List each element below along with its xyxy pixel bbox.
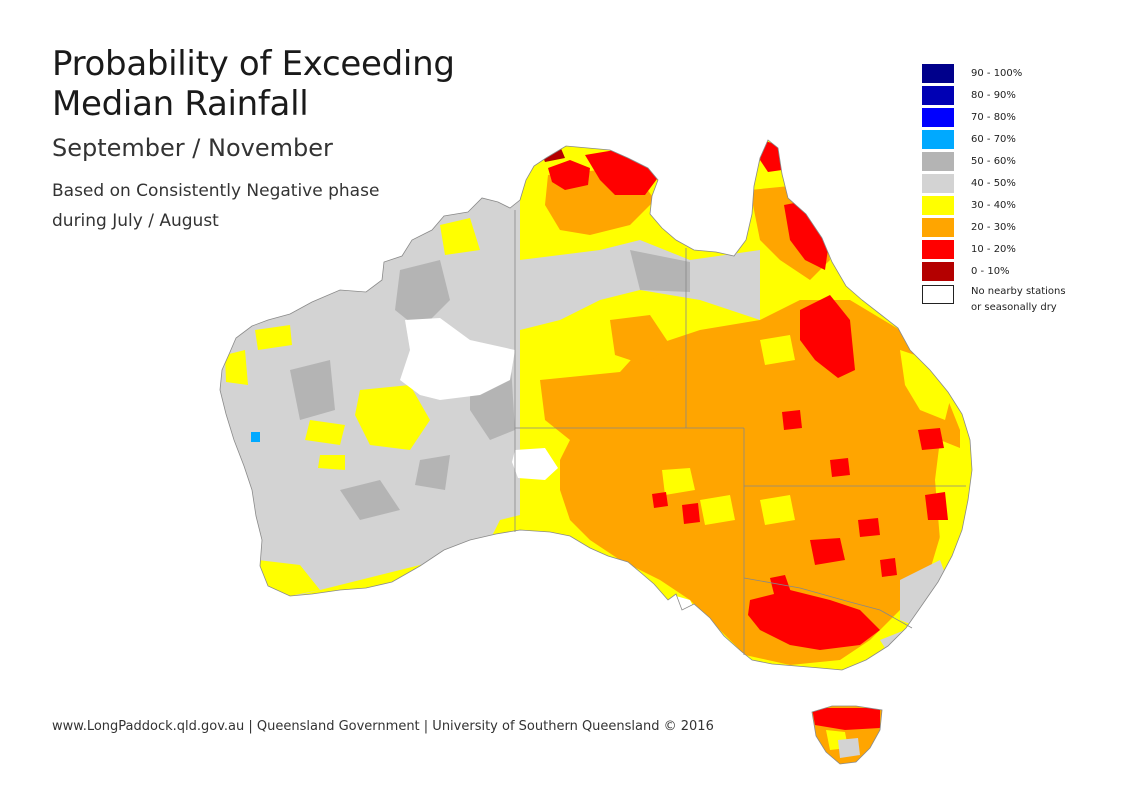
legend-item: 60 - 70% [922,128,1066,150]
description-line-1: Based on Consistently Negative phase [52,181,380,201]
map-title-line-1: Probability of Exceeding [52,44,455,84]
legend-item: 80 - 90% [922,84,1066,106]
map-title-line-2: Median Rainfall [52,84,309,124]
legend-swatch [922,151,954,171]
map-description: Based on Consistently Negative phase dur… [52,176,379,236]
tasmania-coastline [811,705,883,765]
legend-item: 90 - 100% [922,62,1066,84]
no-data-label-line-2: or seasonally dry [971,302,1057,313]
legend-swatch [922,85,954,105]
no-data-label-line-1: No nearby stations [971,286,1066,297]
legend-label: 60 - 70% [971,133,1016,145]
legend-item: 20 - 30% [922,216,1066,238]
footer-credits: www.LongPaddock.qld.gov.au | Queensland … [52,719,714,734]
legend-swatch [922,129,954,149]
legend-label: 70 - 80% [971,111,1016,123]
legend-label: 30 - 40% [971,199,1016,211]
legend: 90 - 100% 80 - 90% 70 - 80% 60 - 70% 50 - 60… [922,62,1066,316]
legend-item: 0 - 10% [922,260,1066,282]
legend-items: 90 - 100% 80 - 90% 70 - 80% 60 - 70% 50 - 60… [922,62,1066,282]
legend-item-no-data: No nearby stations or seasonally dry [922,284,1066,316]
state-borders [514,210,966,655]
legend-label: 0 - 10% [971,265,1010,277]
legend-swatch-no-data [922,285,954,304]
legend-label: 20 - 30% [971,221,1016,233]
legend-label-no-data: No nearby stations or seasonally dry [971,284,1066,316]
mainland-coastline [219,139,973,671]
legend-label: 10 - 20% [971,243,1016,255]
legend-item: 30 - 40% [922,194,1066,216]
tasmania-fill [812,706,882,764]
legend-label: 50 - 60% [971,155,1016,167]
map-title: Probability of Exceeding Median Rainfall [52,44,455,124]
legend-item: 10 - 20% [922,238,1066,260]
legend-swatch [922,173,954,193]
legend-swatch [922,195,954,215]
legend-item: 70 - 80% [922,106,1066,128]
legend-item: 40 - 50% [922,172,1066,194]
description-line-2: during July / August [52,211,219,231]
legend-label: 40 - 50% [971,177,1016,189]
legend-swatch [922,63,954,83]
legend-swatch [922,261,954,281]
legend-swatch [922,239,954,259]
legend-swatch [922,107,954,127]
legend-label: 90 - 100% [971,67,1023,79]
map-subtitle: September / November [52,134,333,162]
legend-swatch [922,217,954,237]
mainland-fill [220,140,972,670]
legend-label: 80 - 90% [971,89,1016,101]
legend-item: 50 - 60% [922,150,1066,172]
